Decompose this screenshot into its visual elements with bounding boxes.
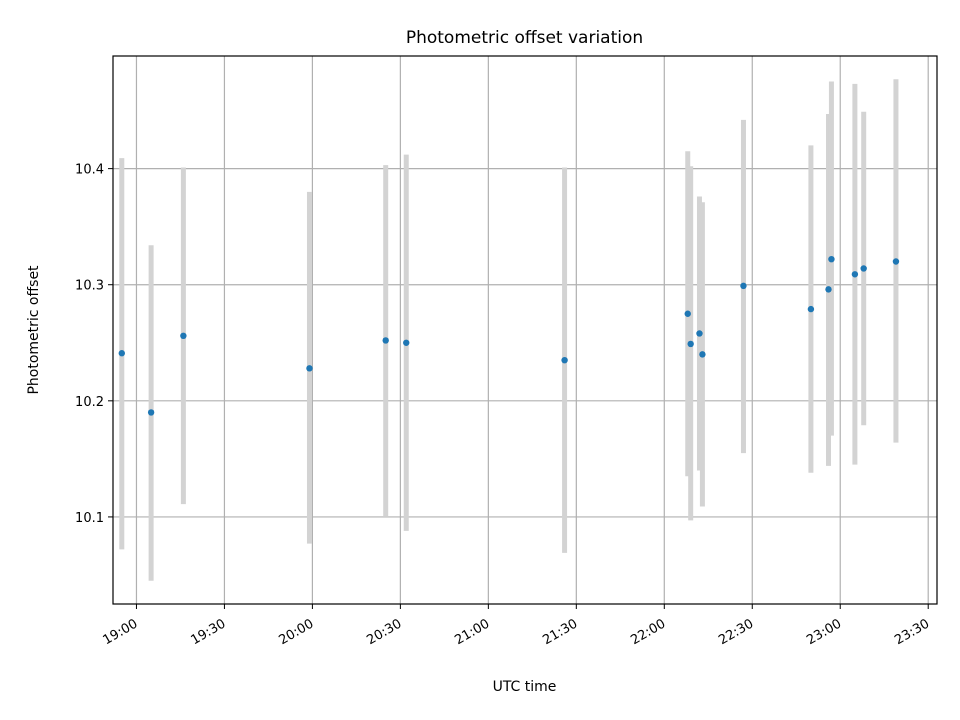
data-point [118,350,125,357]
data-point [828,255,835,263]
data-point [892,258,900,265]
y-tick-label: 10.4 [75,163,104,178]
point-layer [118,255,900,416]
data-point [684,310,691,317]
y-tick-label: 10.3 [75,279,104,294]
data-point [306,365,313,372]
data-point [860,265,867,272]
data-point [403,339,410,346]
data-point [699,351,706,358]
data-point [825,286,832,293]
plot-frame [112,55,938,605]
data-point [382,337,389,344]
data-point [696,330,703,337]
data-point [851,271,859,278]
data-point [180,332,187,340]
chart-title: Photometric offset variation [406,28,643,48]
grid-layer [113,56,937,604]
data-point [147,409,155,416]
data-point [561,356,568,364]
data-point [687,340,694,348]
data-point [740,282,747,290]
y-tick-label: 10.2 [75,395,104,410]
x-axis-label: UTC time [493,679,557,695]
y-tick-label: 10.1 [75,511,104,526]
y-axis-label: Photometric offset [26,265,42,395]
data-point [807,305,815,313]
